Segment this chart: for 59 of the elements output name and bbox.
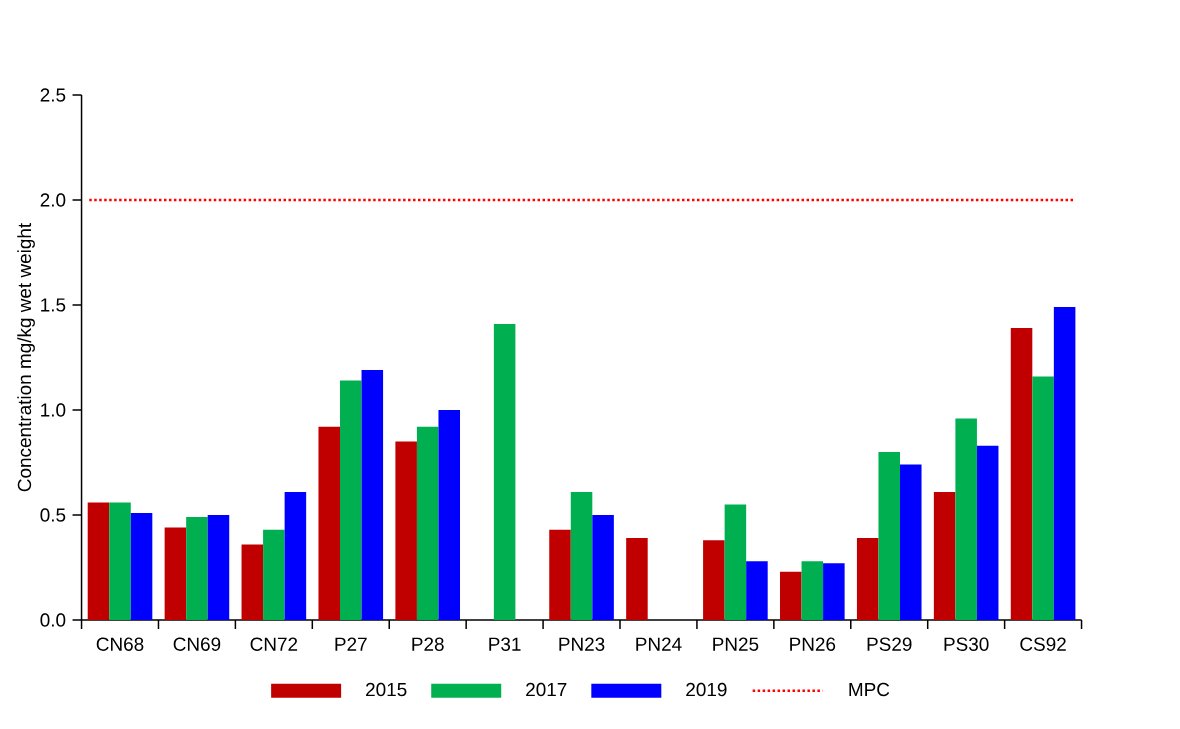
y-tick-label: 2.0 (40, 193, 66, 207)
x-tick-label: CN69 (173, 637, 221, 651)
bar (626, 538, 648, 620)
bar (284, 491, 307, 620)
x-tick-label: P31 (489, 637, 521, 651)
bar (746, 561, 768, 620)
y-axis-title: Concentration mg/kg wet weight (17, 223, 35, 492)
bar (416, 426, 439, 620)
bar (976, 445, 999, 620)
x-tick-label: PS30 (944, 637, 989, 651)
bar (592, 514, 614, 620)
bar (900, 464, 922, 620)
bar (856, 538, 879, 620)
x-tick-label: CS92 (1020, 637, 1066, 651)
x-tick-label: P28 (412, 637, 444, 651)
x-tick-label: PS29 (867, 637, 912, 651)
bar (1032, 376, 1054, 620)
x-tick-label: PN23 (559, 637, 605, 651)
bar (878, 451, 901, 620)
bar (164, 527, 187, 620)
x-tick-label: CN68 (96, 637, 144, 651)
legend-label: MPC (849, 682, 890, 697)
x-tick-label: PN24 (636, 637, 682, 651)
bar (801, 561, 824, 620)
bar (130, 512, 153, 620)
bar (340, 380, 362, 620)
bar (263, 529, 285, 620)
bar (724, 504, 747, 620)
bar (823, 563, 845, 620)
bar (361, 370, 384, 620)
bar (109, 502, 131, 620)
bar (570, 491, 593, 620)
bar (438, 409, 461, 620)
bar (549, 529, 571, 620)
x-tick-label: P27 (335, 637, 367, 651)
bar (241, 544, 264, 620)
legend-label: 2017 (526, 682, 567, 697)
y-tick-label: 2.5 (40, 88, 66, 102)
x-tick-label: CN72 (250, 637, 298, 651)
x-tick-label: PN25 (713, 637, 759, 651)
bar (87, 502, 110, 620)
bar (186, 517, 208, 620)
bar (1010, 328, 1033, 620)
bar (207, 514, 230, 620)
bar (318, 426, 341, 620)
bar (933, 491, 956, 620)
bar (703, 540, 725, 620)
bar (1053, 307, 1076, 620)
y-tick-label: 1.0 (41, 403, 66, 417)
y-tick-label: 0.0 (40, 613, 66, 627)
y-tick-label: 1.5 (41, 298, 66, 312)
bar (395, 441, 417, 620)
x-tick-label: PN26 (790, 637, 836, 651)
legend-label: 2015 (366, 682, 407, 697)
bar (955, 418, 977, 620)
y-tick-label: 0.5 (40, 508, 66, 522)
bar (780, 571, 802, 620)
bar (493, 323, 516, 620)
legend-label: 2019 (686, 682, 727, 697)
